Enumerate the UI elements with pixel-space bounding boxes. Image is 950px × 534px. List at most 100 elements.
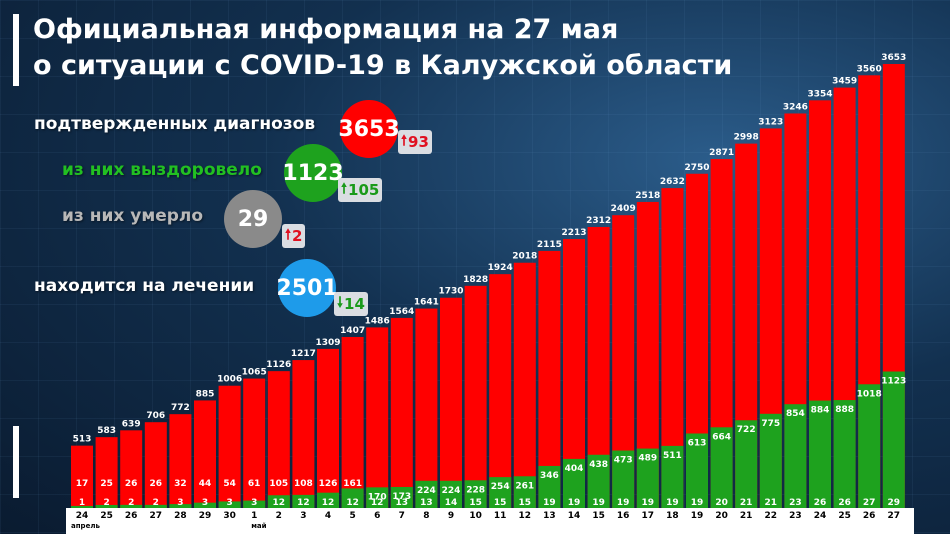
x-tick-label: 10 [469,511,482,521]
data-label-confirmed: 1065 [242,368,267,378]
legend-treatment-delta-value: 14 [344,295,365,313]
data-label-deaths: 15 [494,498,507,508]
data-label-confirmed: 885 [196,389,215,399]
data-label-recovered: 170 [368,492,387,502]
data-label-recovered: 722 [737,425,756,435]
bar-recovered [440,480,462,508]
bar-recovered [513,476,536,508]
x-tick-label: 1 [251,511,257,521]
down-arrow-icon: 🠗 [337,295,344,311]
data-label-deaths: 26 [814,498,827,508]
data-label-recovered: 261 [515,481,534,491]
bar-confirmed [710,159,733,508]
bar-recovered [735,420,758,508]
bar-recovered [366,487,389,508]
x-tick-label: 20 [715,511,728,521]
data-label-deaths: 20 [715,498,728,508]
x-tick-label: 4 [325,511,331,521]
data-label-confirmed: 2632 [660,177,685,187]
up-arrow-icon: 🠕 [341,181,348,197]
bar-recovered [686,433,708,508]
x-tick-label: 30 [223,511,236,521]
bar-recovered [120,504,143,508]
data-label-confirmed: 1006 [217,375,242,385]
legend-treatment-label: находится на лечении [34,276,255,296]
legend-confirmed-label: подтвержденных диагнозов [34,114,316,134]
bar-recovered [661,445,684,508]
data-label-deaths: 19 [568,498,581,508]
bar-confirmed [194,400,216,508]
bar-confirmed [292,360,315,508]
x-tick-label: 3 [300,511,306,521]
data-label-recovered: 404 [565,464,584,474]
data-label-deaths: 1 [79,498,85,508]
up-arrow-icon: 🠕 [401,133,408,149]
data-label-deaths: 3 [251,498,257,508]
data-label-recovered: 489 [638,454,657,464]
data-label-confirmed: 1407 [340,326,365,336]
data-label-recovered: 346 [540,471,559,481]
bar-recovered [95,504,118,508]
x-tick-label: 17 [642,511,655,521]
bar-recovered [489,477,512,508]
x-tick-label: 16 [617,511,630,521]
data-label-confirmed: 3560 [857,64,882,74]
data-label-recovered: 126 [319,479,338,489]
data-label-recovered: 54 [223,479,236,489]
data-label-confirmed: 1730 [438,287,463,297]
x-tick-label: 15 [592,511,605,521]
x-axis-band [66,508,914,534]
data-label-deaths: 19 [642,498,655,508]
x-tick-label: 23 [789,511,802,521]
data-label-deaths: 2 [153,498,159,508]
bar-recovered [587,454,610,508]
data-label-confirmed: 2312 [586,216,611,226]
x-tick-label: 29 [199,511,212,521]
x-tick-label: 6 [374,511,380,521]
bar-recovered [292,494,315,508]
bar-confirmed [218,385,241,508]
x-tick-label: 9 [448,511,454,521]
legend-treatment-delta: 🠗 14 [334,292,368,316]
data-label-recovered: 44 [199,479,212,489]
data-label-recovered: 224 [417,486,436,496]
x-tick-label: 24 [76,511,89,521]
bar-recovered [809,400,831,508]
data-label-deaths: 19 [666,498,679,508]
data-label-confirmed: 3653 [881,53,906,63]
data-label-confirmed: 3246 [783,102,808,112]
x-tick-label: 21 [740,511,753,521]
month-label: апрель [71,522,100,530]
bar-confirmed [513,262,536,508]
title-line-2: о ситуации с COVID-19 в Калужской област… [33,50,733,81]
bar-recovered [218,501,241,508]
month-label: май [251,522,266,530]
x-tick-label: 27 [888,511,901,521]
data-label-confirmed: 1217 [291,349,316,359]
bar-confirmed [686,173,708,508]
data-label-confirmed: 1564 [389,307,414,317]
data-label-deaths: 21 [765,498,778,508]
x-tick-label: 25 [100,511,113,521]
data-label-recovered: 438 [589,460,608,470]
bar-confirmed [415,308,438,508]
data-label-recovered: 473 [614,456,633,466]
data-label-recovered: 884 [811,406,830,416]
bar-confirmed [538,250,561,508]
bar-confirmed [95,437,118,508]
bar-recovered [612,450,635,508]
bar-confirmed [612,215,635,508]
bar-confirmed [366,327,389,508]
data-label-confirmed: 583 [97,426,116,436]
bar-confirmed [759,128,782,509]
legend-recovered-value: 1123 [282,144,344,202]
data-label-confirmed: 2750 [684,163,709,173]
data-label-deaths: 2 [128,498,134,508]
bar-confirmed [120,430,143,508]
legend-recovered-label: из них выздоровело [62,160,262,180]
x-tick-label: 28 [174,511,187,521]
data-label-deaths: 19 [592,498,605,508]
data-label-recovered: 32 [174,479,187,489]
bar-recovered [390,486,413,508]
